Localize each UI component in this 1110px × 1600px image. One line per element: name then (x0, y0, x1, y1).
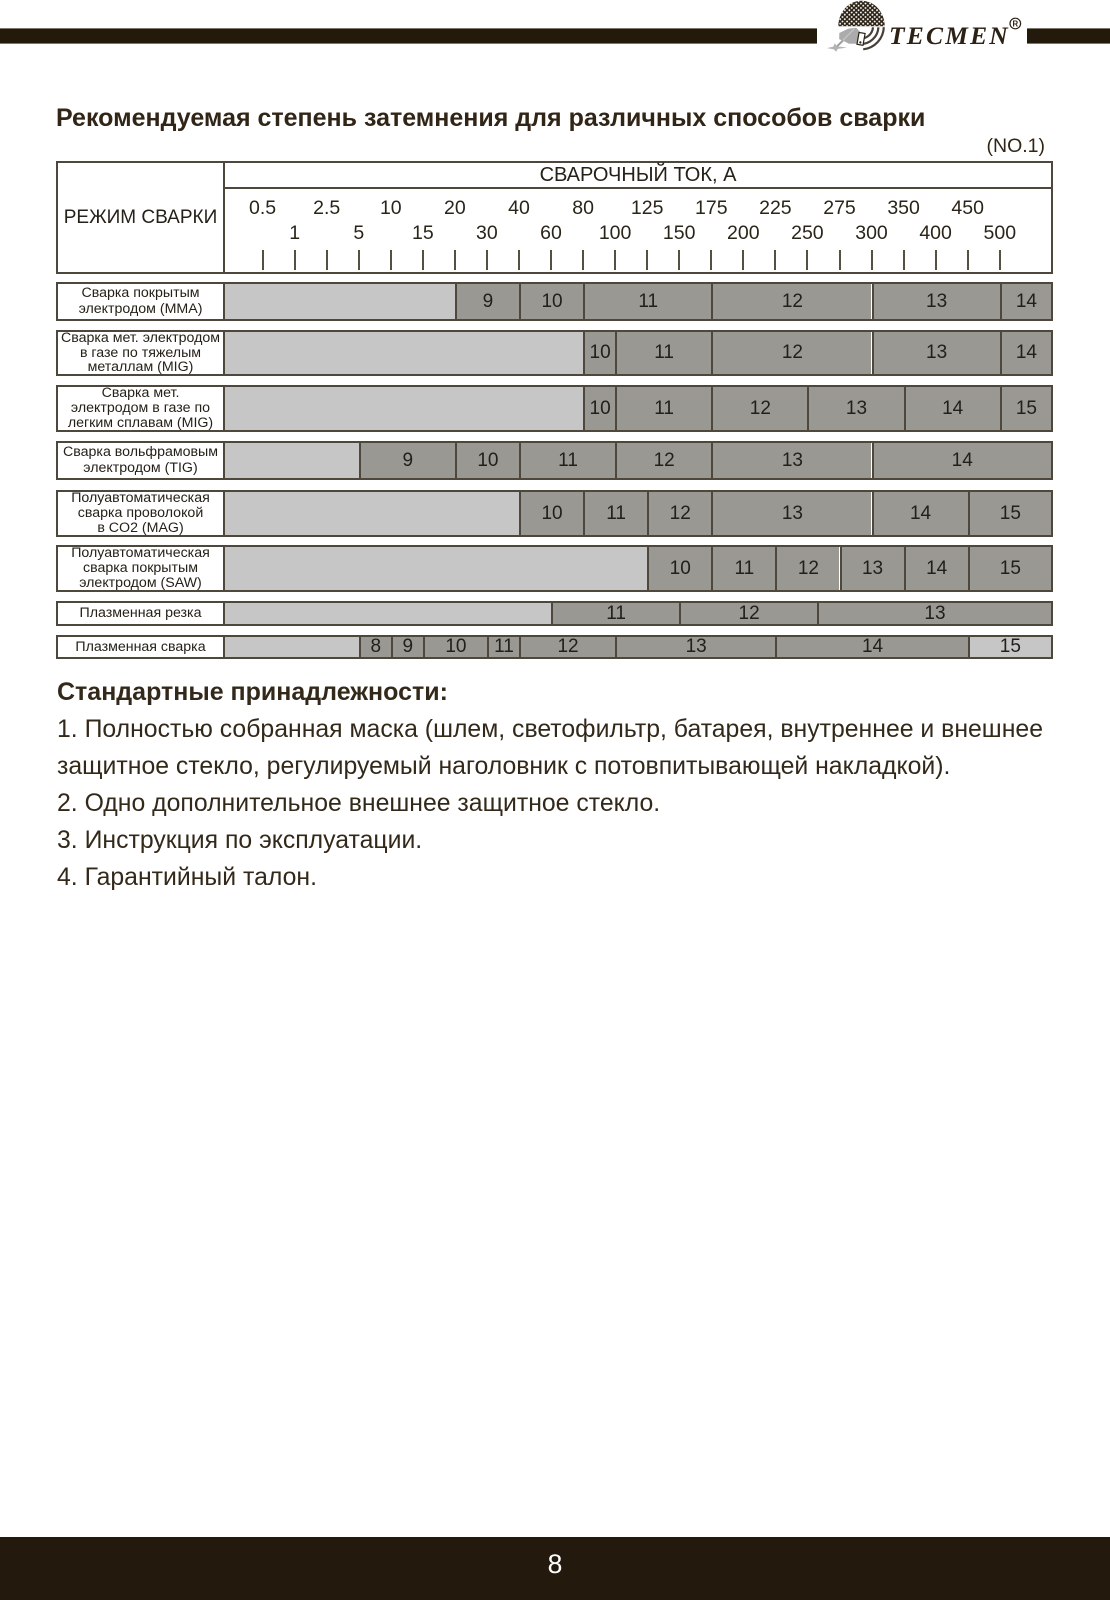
svg-text:R: R (1012, 19, 1018, 28)
svg-text:TECMEN: TECMEN (889, 21, 1010, 50)
